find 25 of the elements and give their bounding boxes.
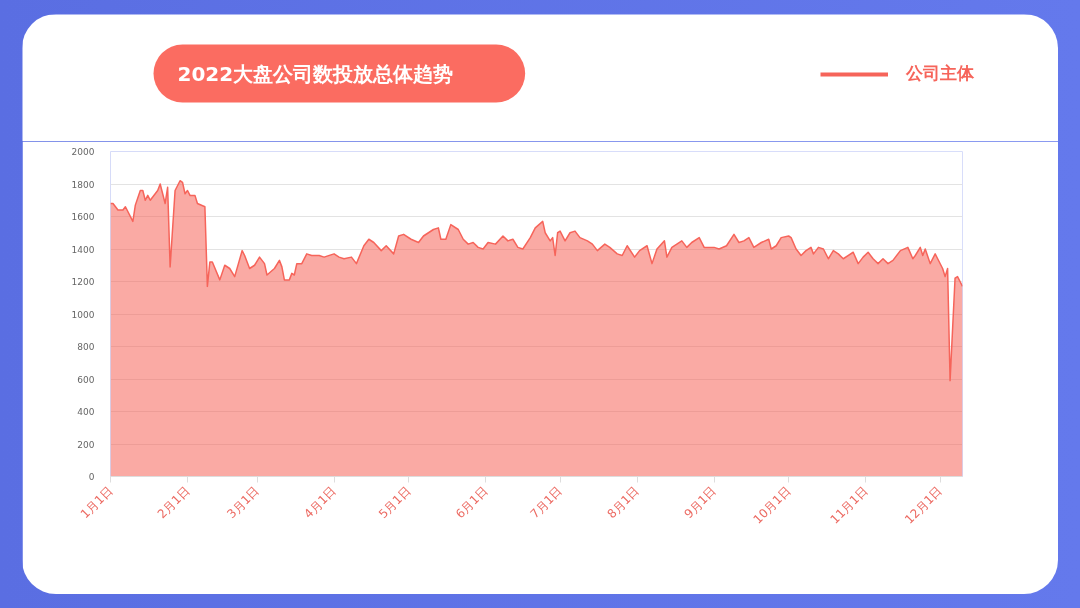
y-tick-label: 2000	[71, 147, 95, 157]
y-tick-label: 400	[77, 407, 95, 417]
x-tick-label: 12月1日	[902, 483, 946, 527]
x-tick-label: 3月1日	[224, 483, 263, 522]
y-tick-label: 1200	[71, 277, 95, 287]
y-tick-label: 0	[88, 472, 95, 482]
x-tick-label: 11月1日	[827, 483, 871, 527]
y-tick-label: 1600	[71, 212, 95, 222]
x-tick-label: 2月1日	[154, 483, 193, 522]
y-tick-label: 200	[77, 439, 95, 450]
x-tick-label: 9月1日	[681, 483, 720, 522]
y-tick-label: 1000	[71, 309, 95, 320]
x-tick-label: 10月1日	[750, 483, 794, 527]
x-tick-label: 8月1日	[604, 483, 643, 522]
y-tick-label: 800	[77, 342, 95, 352]
x-tick-label: 4月1日	[301, 483, 340, 522]
y-tick-label: 1800	[71, 179, 95, 190]
x-tick-label: 5月1日	[375, 483, 414, 522]
x-tick-label: 7月1日	[527, 483, 566, 522]
x-tick-label: 1月1日	[77, 483, 116, 522]
y-tick-label: 600	[77, 374, 95, 385]
y-tick-label: 1400	[71, 244, 95, 255]
chart-title: 2022大盘公司数投放总体趋势	[177, 61, 454, 86]
legend-label: 公司主体	[906, 62, 974, 85]
x-tick-label: 6月1日	[452, 483, 491, 522]
